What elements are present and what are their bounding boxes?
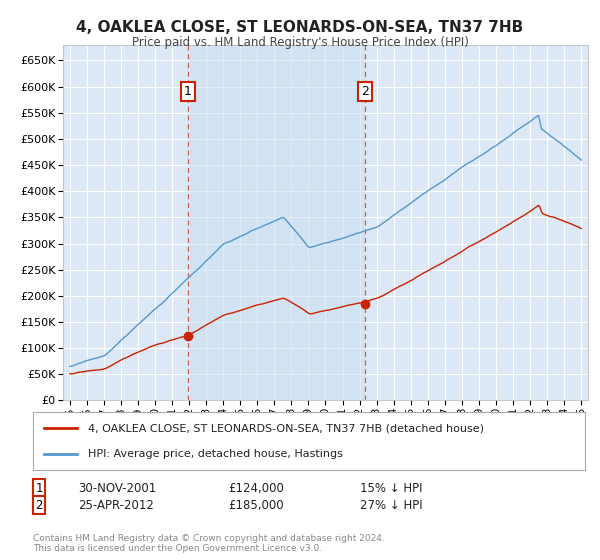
Text: £124,000: £124,000 [228, 482, 284, 495]
Text: Price paid vs. HM Land Registry's House Price Index (HPI): Price paid vs. HM Land Registry's House … [131, 36, 469, 49]
Bar [188, 45, 365, 400]
Text: 4, OAKLEA CLOSE, ST LEONARDS-ON-SEA, TN37 7HB: 4, OAKLEA CLOSE, ST LEONARDS-ON-SEA, TN3… [76, 20, 524, 35]
Text: HPI: Average price, detached house, Hastings: HPI: Average price, detached house, Hast… [88, 449, 343, 459]
Text: 2: 2 [361, 85, 369, 99]
Text: Contains HM Land Registry data © Crown copyright and database right 2024.
This d: Contains HM Land Registry data © Crown c… [33, 534, 385, 553]
Text: 1: 1 [184, 85, 192, 99]
Text: 2: 2 [35, 498, 43, 512]
Text: 1: 1 [35, 482, 43, 495]
Text: 30-NOV-2001: 30-NOV-2001 [78, 482, 156, 495]
Text: 25-APR-2012: 25-APR-2012 [78, 498, 154, 512]
Text: 15% ↓ HPI: 15% ↓ HPI [360, 482, 422, 495]
Text: £185,000: £185,000 [228, 498, 284, 512]
Text: 4, OAKLEA CLOSE, ST LEONARDS-ON-SEA, TN37 7HB (detached house): 4, OAKLEA CLOSE, ST LEONARDS-ON-SEA, TN3… [88, 423, 484, 433]
Text: 27% ↓ HPI: 27% ↓ HPI [360, 498, 422, 512]
